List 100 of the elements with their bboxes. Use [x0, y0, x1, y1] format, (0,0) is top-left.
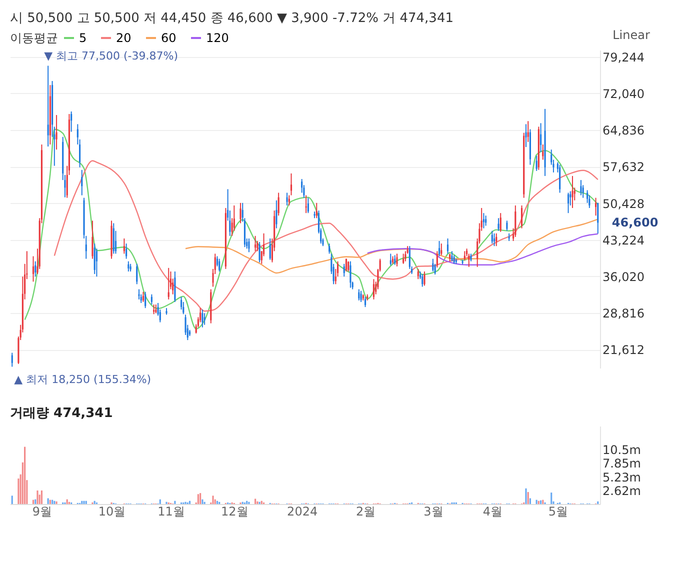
y-tick-label: 2.62m — [602, 484, 641, 498]
candlestick — [580, 180, 582, 196]
candlestick — [248, 238, 250, 253]
y-tick-label: 64,836 — [602, 124, 644, 138]
candlestick — [572, 175, 574, 208]
candlestick — [434, 263, 436, 276]
candlestick — [276, 200, 278, 229]
x-tick-label: 12월 — [221, 504, 248, 518]
candlestick — [34, 260, 36, 278]
y-tick-label: 72,040 — [602, 86, 644, 101]
candlestick — [123, 238, 125, 254]
candlestick — [254, 235, 256, 252]
candlestick — [56, 114, 58, 150]
annotation: 46,600 — [612, 216, 658, 230]
candlestick — [269, 238, 271, 260]
y-tick-label: 79,244 — [602, 50, 644, 64]
candlestick — [493, 232, 496, 247]
candlestick — [527, 120, 529, 142]
candlestick — [11, 352, 13, 368]
y-tick-label: 28,816 — [602, 306, 644, 321]
candlestick — [258, 242, 260, 263]
x-tick-label: 3월 — [424, 504, 444, 518]
candlestick — [525, 124, 527, 148]
y-tick-label: 7.85m — [602, 456, 641, 471]
candlestick — [278, 192, 280, 216]
candlestick — [358, 288, 360, 301]
x-tick-label: 10월 — [98, 504, 126, 518]
candlestick — [559, 164, 561, 194]
legend-title: 이동평균 — [10, 31, 58, 45]
chart-title: 거래량 474,341 — [10, 406, 113, 421]
candlestick — [182, 301, 184, 315]
candlestick — [540, 122, 542, 153]
candlestick — [542, 144, 544, 160]
candlestick — [422, 274, 424, 288]
candlestick — [128, 260, 130, 272]
candlestick — [520, 204, 523, 229]
candlestick — [451, 250, 453, 262]
text: ▲ 최저 18,250 (155.34%) — [14, 373, 152, 386]
legend-label: 20 — [116, 31, 132, 45]
candlestick — [92, 220, 94, 260]
y-tick-label: 10.5m — [602, 442, 641, 457]
line-series — [366, 233, 598, 266]
candlestick — [500, 212, 502, 232]
candlestick — [394, 254, 396, 266]
candlestick — [485, 215, 487, 226]
candlestick — [262, 232, 265, 257]
candlestick — [218, 258, 220, 272]
candlestick — [305, 194, 307, 214]
candlestick — [70, 110, 72, 132]
candlestick — [81, 169, 83, 196]
candlestick — [402, 253, 404, 264]
candlestick — [142, 291, 144, 302]
line-series — [54, 160, 598, 312]
candlestick — [491, 230, 493, 244]
candlestick — [597, 202, 599, 234]
candlestick — [288, 194, 290, 206]
legend-label: 120 — [206, 31, 229, 45]
legend-label: 60 — [161, 31, 176, 45]
candlestick — [290, 172, 292, 196]
candlestick — [364, 296, 366, 308]
y-tick-label: 5.23m — [602, 470, 641, 484]
candlestick — [438, 240, 440, 257]
x-tick-label: 2024 — [287, 504, 318, 518]
x-tick-label: 11월 — [158, 504, 185, 518]
candlestick — [424, 270, 426, 286]
x-tick-label: 9월 — [32, 504, 52, 518]
annotation: ▼ 최고 77,500 (-39.87%) — [44, 50, 178, 63]
candlestick — [506, 220, 508, 232]
candlestick — [240, 202, 242, 224]
candlestick — [32, 256, 34, 282]
candlestick — [440, 243, 442, 256]
candlestick — [567, 192, 570, 214]
x-tick-label: 5월 — [548, 504, 568, 518]
candlestick — [482, 212, 484, 229]
candlestick — [136, 263, 138, 285]
candlestick — [417, 268, 419, 280]
text: Linear — [612, 28, 650, 42]
y-tick-label: 43,224 — [602, 233, 644, 248]
candlestick — [150, 294, 152, 305]
chart-subtitle: 시 50,500 고 50,500 저 44,450 종 46,600 ▼ 3,900 -7.72% 거 474,341 — [10, 11, 454, 26]
candlestick — [390, 253, 392, 266]
candlestick — [436, 250, 438, 268]
candlestick — [396, 253, 398, 267]
candlestick — [204, 312, 206, 326]
candlestick — [316, 202, 318, 219]
candlestick — [350, 260, 352, 288]
candlestick — [47, 65, 49, 148]
candlestick — [446, 238, 449, 254]
candlestick — [372, 278, 375, 300]
candlestick — [307, 197, 309, 214]
candlestick — [286, 192, 288, 206]
candlestick — [153, 304, 155, 315]
candlestick — [432, 258, 434, 272]
candlestick — [594, 197, 597, 216]
x-tick-label: 2월 — [356, 504, 376, 518]
y-tick-label: 50,428 — [602, 196, 644, 211]
candlestick — [202, 309, 204, 328]
candlestick — [360, 290, 362, 302]
candlestick — [343, 263, 345, 278]
candlestick — [174, 270, 176, 302]
